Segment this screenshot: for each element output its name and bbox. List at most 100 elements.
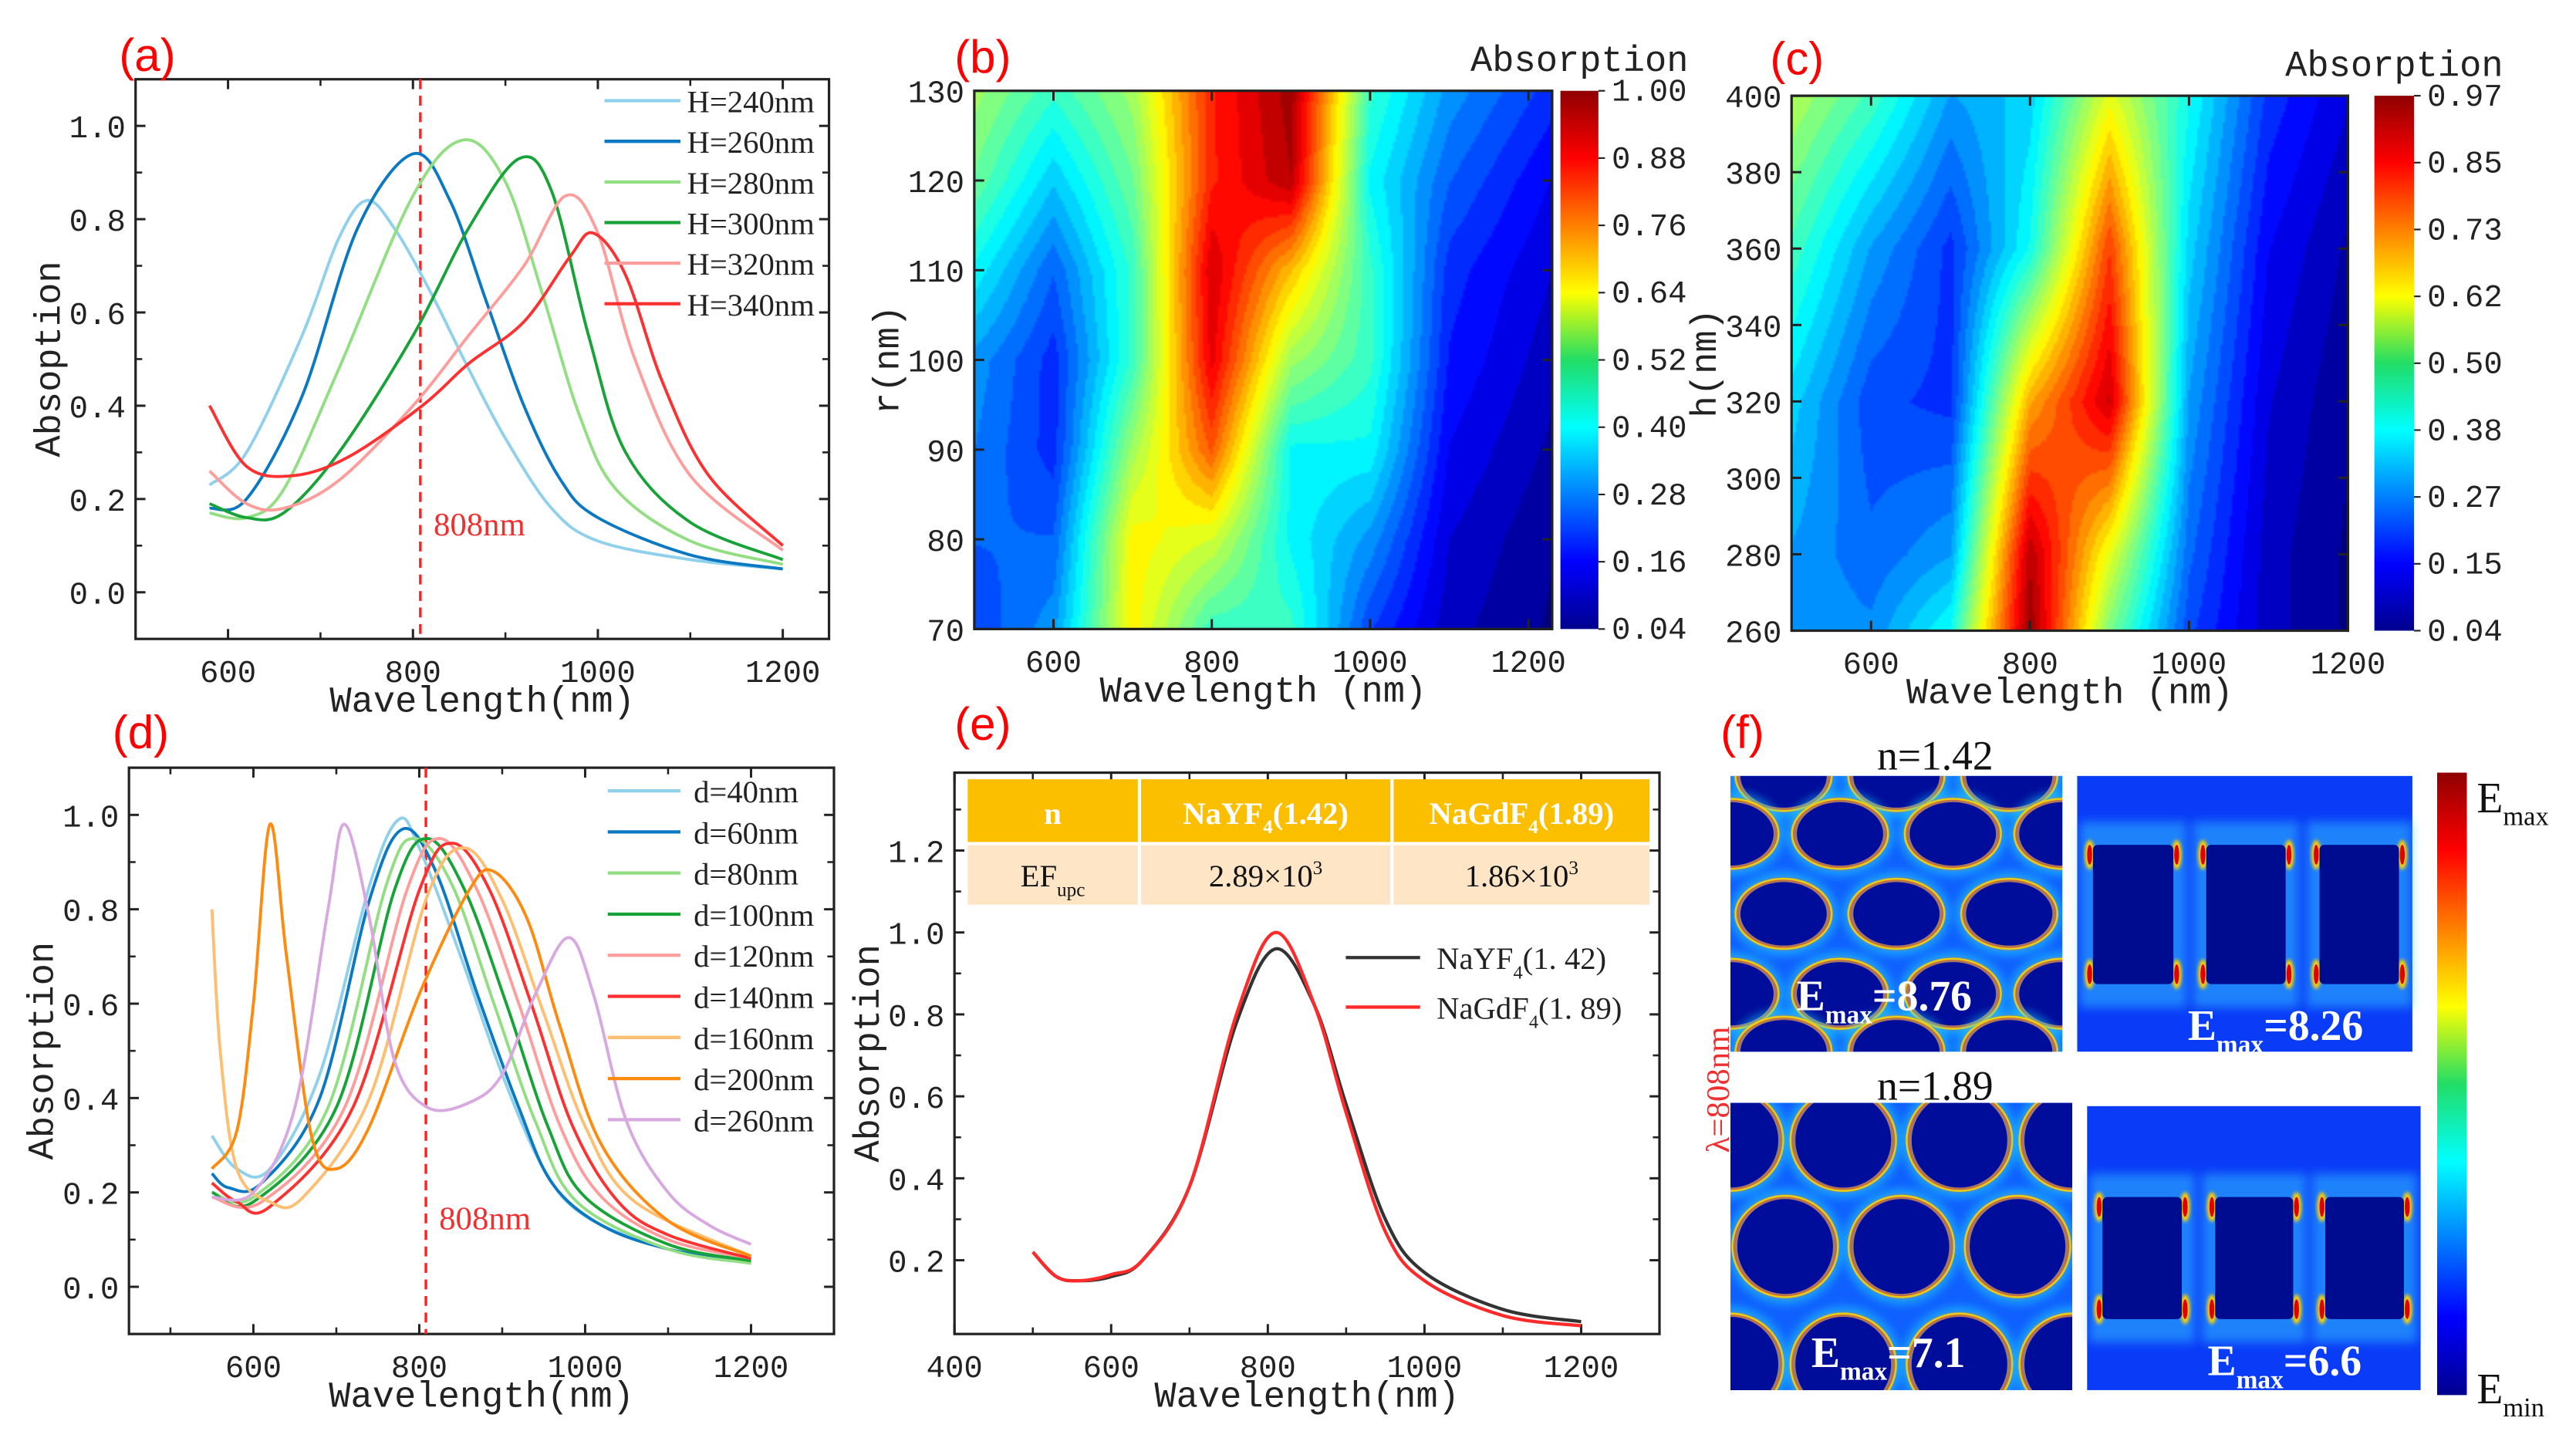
series-line-d-80nm [211,836,751,1265]
particle [1737,1199,1833,1295]
colorbar-title: Absorption [1470,42,1689,83]
legend-label: d=80nm [694,857,798,892]
y-tick-label: 400 [1725,82,1781,117]
table-cell-text: EFupc [1021,859,1085,900]
colorbar-tick-label: 0.97 [2427,80,2503,116]
emax-label-3-value: =7.1 [1887,1329,1965,1377]
legend-label-pre: NaYF [1437,941,1513,976]
colorbar-tick-label: 0.52 [1612,344,1687,380]
y-axis-label: Absoption [30,261,71,457]
x-tick-label: 800 [2002,648,2058,684]
particle [1853,775,1940,808]
y-tick-label: 340 [1725,311,1781,346]
particle [1966,775,2053,808]
table-header-text-post: (1.42) [1273,796,1349,831]
y-tick-label: 0.2 [69,485,126,521]
particle [1795,1102,1892,1188]
particle [1797,962,1883,1026]
colorbar-tick-label: 0.16 [1612,546,1687,582]
emax-label-3-main: E [1811,1329,1840,1377]
x-axis-label: Wavelength(nm) [329,1377,634,1418]
nanopillar [2324,1197,2404,1319]
colorbar [1560,90,1599,630]
x-tick-label: 800 [385,657,441,692]
series-line-d-100nm [211,836,751,1263]
table-header-text-sub: 4 [1263,817,1273,838]
row-title-n189: n=1.89 [1877,1062,1994,1109]
x-tick-label: 800 [1240,1352,1296,1387]
colorbar-emin-label-main: E [2476,1365,2503,1413]
particle [1853,1199,1950,1295]
colorbar-tick-label: 0.40 [1612,412,1687,447]
legend-label-sub: 4 [1529,1012,1538,1033]
y-tick-label: 1.0 [62,801,119,836]
colorbar-emin-label-sub: min [2503,1393,2544,1423]
y-axis-label: r(nm) [869,305,910,414]
plot-frame [134,78,831,640]
table-header-text-pre: NaGdF [1430,796,1529,831]
colorbar-tick-label: 0.62 [2427,281,2503,316]
particle [1795,1317,1892,1390]
x-tick-label: 600 [1083,1352,1139,1387]
table-cell-text-sup: 3 [1313,858,1323,879]
colorbar [2374,96,2415,631]
table-header-text: NaYF4(1.42) [1183,796,1349,838]
x-tick-label: 600 [200,657,256,692]
x-tick-label: 1200 [714,1352,789,1387]
particle [2024,1102,2073,1188]
marker-line-label: 808nm [434,507,525,543]
particle [1730,1317,1779,1390]
colorbar-tick-label: 0.27 [2427,481,2503,517]
legend-label: d=100nm [694,898,814,933]
y-tick-label: 320 [1725,387,1781,423]
y-tick-label: 1.0 [888,919,944,954]
table-header-text-post: (1.89) [1538,796,1614,831]
y-axis-label: h(nm) [1686,309,1727,417]
panel-b: 600 800 1000 1200 70 80 90 100 110 120 130 Waveleng… [869,31,1688,713]
colorbar-tick-label: 0.38 [2427,414,2503,450]
x-tick-label: 1000 [560,657,636,692]
y-tick-label: 1.2 [888,836,944,872]
y-tick-label: 0.4 [62,1084,119,1119]
legend-label-post: (1. 89) [1538,991,1622,1025]
x-tick-label: 1200 [2311,648,2386,684]
emax-label-2: Emax=8.26 [2188,1002,2363,1059]
legend-label: d=160nm [694,1021,814,1056]
particle [2024,1317,2073,1390]
y-tick-label: 0.4 [69,392,126,427]
table-cell [1141,845,1391,905]
x-axis-label: Wavelength (nm) [1100,673,1427,714]
emax-label-3-sub: max [1840,1358,1887,1386]
y-axis-label: Absorption [24,942,65,1160]
legend-label: d=200nm [694,1062,814,1097]
table-header-text: n [1044,796,1062,831]
y-tick-label: 0.8 [888,1001,944,1036]
particle [1966,882,2053,946]
field-map-n142-side [2077,775,2412,1052]
y-tick-label: 0.6 [888,1082,944,1118]
series-line-nagdf4-1-89- [1031,930,1582,1328]
colorbar-tick-label: 0.50 [2427,348,2503,383]
legend-label: d=120nm [694,939,814,974]
colorbar-tick-label: 0.04 [2427,615,2503,650]
particle [1740,882,1827,946]
panel-label: (a) [119,29,175,81]
y-tick-label: 0.2 [62,1179,119,1214]
colorbar-tick-label: 0.73 [2427,214,2503,249]
panel-label: (e) [954,698,1011,750]
emax-label-4-value: =6.6 [2284,1338,2362,1386]
colorbar-tick-label: 0.88 [1612,143,1687,178]
field-map-n142-top [1730,775,2063,1052]
particle [1730,1102,1779,1188]
y-tick-label: 0.6 [69,299,126,334]
y-tick-label: 120 [908,167,964,202]
table-header-cell [1141,779,1391,842]
emax-label-2-main: E [2188,1002,2216,1050]
series-group [208,138,784,571]
x-tick-label: 800 [391,1352,447,1387]
x-axis-label: Wavelength(nm) [329,682,635,723]
series-line-d-140nm [211,842,752,1261]
legend-label: H=280nm [687,166,815,201]
heatmap-c [1791,96,2348,631]
colorbar-tick-label: 0.64 [1612,277,1687,312]
